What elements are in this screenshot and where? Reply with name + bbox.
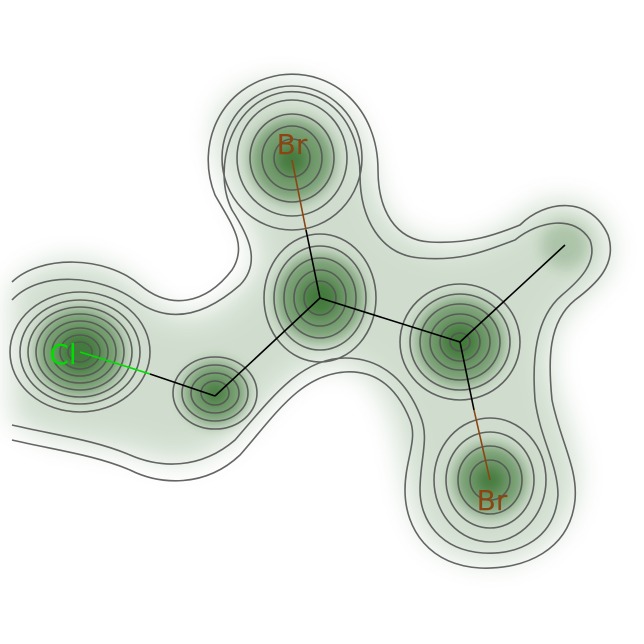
contour-lines xyxy=(9,73,612,569)
contours-br2 xyxy=(433,417,547,543)
bond-c3-c4 xyxy=(459,244,566,343)
contours-cl xyxy=(9,291,151,413)
atom-label-cl: Cl xyxy=(49,338,76,371)
bonds xyxy=(79,159,566,481)
contour-outer xyxy=(11,73,612,569)
atom-labels: Cl Br Br xyxy=(49,128,508,517)
bond-cl-c1 xyxy=(79,351,151,375)
bond-c2-c3 xyxy=(319,297,461,343)
bond-cl-c1-half xyxy=(149,373,216,397)
atom-label-br-bottom: Br xyxy=(477,484,508,517)
contour-2 xyxy=(11,91,593,554)
bond-c2-br1 xyxy=(291,159,307,231)
bond-c2-br1-half xyxy=(305,229,321,299)
bond-c3-br2 xyxy=(473,409,491,481)
contours-c3 xyxy=(399,283,521,401)
contours-c2 xyxy=(263,233,377,363)
contours-c1 xyxy=(172,356,258,430)
atom-label-br-top: Br xyxy=(277,128,308,161)
bond-c3-br2-half xyxy=(459,341,475,411)
contours-br1 xyxy=(221,85,363,231)
bond-c1-c2 xyxy=(214,297,321,397)
